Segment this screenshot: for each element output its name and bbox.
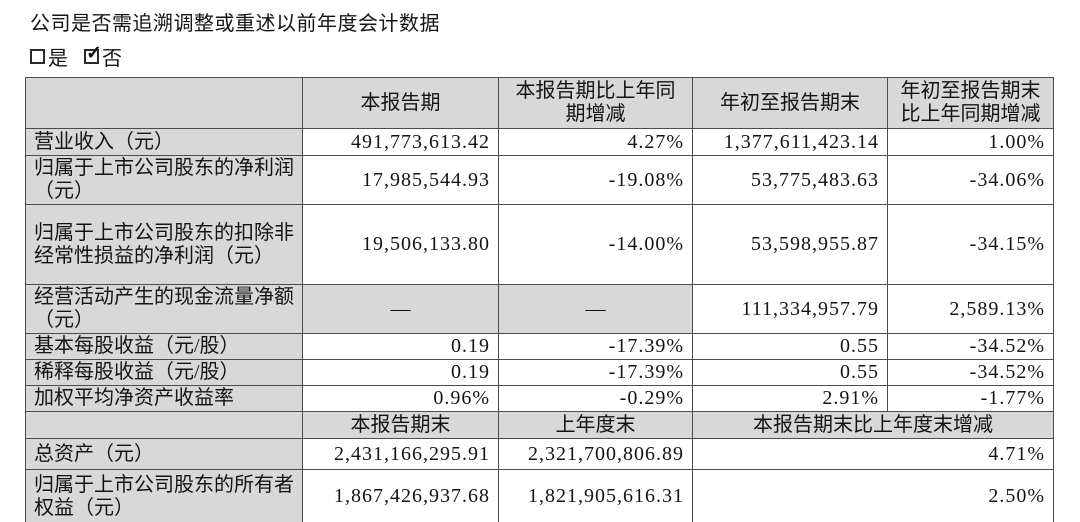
checkbox-unchecked-icon	[30, 49, 45, 64]
column-header-ytd: 年初至报告期末	[692, 77, 888, 129]
cell-value: -0.29%	[498, 385, 693, 412]
cell-value: 2.50%	[692, 469, 1054, 522]
cell-value: -34.06%	[887, 155, 1054, 205]
table-row-weighted-avg-roe: 加权平均净资产收益率 0.96% -0.29% 2.91% -1.77%	[25, 385, 1054, 412]
table-header-row-period-end: 本报告期末 上年度末 本报告期末比上年度末增减	[25, 411, 1054, 439]
checkbox-checked-icon: ✓	[84, 44, 102, 64]
cell-value: 0.19	[302, 359, 499, 386]
option-yes: 是	[30, 42, 68, 71]
row-label: 归属于上市公司股东的扣除非经常性损益的净利润（元）	[25, 204, 303, 285]
option-no-label: 否	[102, 48, 122, 70]
table-row-revenue: 营业收入（元） 491,773,613.42 4.27% 1,377,611,4…	[25, 128, 1054, 156]
table-row-total-assets: 总资产（元） 2,431,166,295.91 2,321,700,806.89…	[25, 438, 1054, 470]
cell-value: 1.00%	[887, 128, 1054, 156]
cell-value: -34.52%	[887, 333, 1054, 360]
column-header-prior-year-end: 上年度末	[498, 411, 693, 439]
column-header-period-change: 本报告期比上年同期增减	[498, 77, 693, 129]
cell-value: -1.77%	[887, 385, 1054, 412]
cell-value: 491,773,613.42	[302, 128, 499, 156]
check-mark-icon: ✓	[86, 43, 102, 64]
cell-value: 2,589.13%	[887, 284, 1054, 334]
cell-value: 2,431,166,295.91	[302, 438, 499, 470]
table-row-owners-equity: 归属于上市公司股东的所有者权益（元） 1,867,426,937.68 1,82…	[25, 469, 1054, 522]
cell-value: 1,867,426,937.68	[302, 469, 499, 522]
column-header-period-end-change: 本报告期末比上年度末增减	[692, 411, 1054, 439]
key-financials-table: 本报告期 本报告期比上年同期增减 年初至报告期末 年初至报告期末比上年同期增减 …	[25, 77, 1054, 522]
option-yes-label: 是	[48, 48, 68, 70]
cell-value: -17.39%	[498, 359, 693, 386]
cell-value: 4.71%	[692, 438, 1054, 470]
cell-value: 53,775,483.63	[692, 155, 888, 205]
option-no: ✓ 否	[84, 42, 122, 71]
column-header-current-period: 本报告期	[302, 77, 499, 129]
row-label: 稀释每股收益（元/股）	[25, 359, 303, 386]
cell-value: 2.91%	[692, 385, 888, 412]
cell-value: 0.19	[302, 333, 499, 360]
header-empty-cell	[25, 411, 303, 439]
question-text: 公司是否需追溯调整或重述以前年度会计数据	[30, 13, 440, 35]
cell-value: —	[302, 284, 499, 334]
cell-value: 111,334,957.79	[692, 284, 888, 334]
row-label: 总资产（元）	[25, 438, 303, 470]
row-label: 加权平均净资产收益率	[25, 385, 303, 412]
cell-value: 0.96%	[302, 385, 499, 412]
table-row-diluted-eps: 稀释每股收益（元/股） 0.19 -17.39% 0.55 -34.52%	[25, 359, 1054, 386]
table-row-net-profit-excl-nonrecurring: 归属于上市公司股东的扣除非经常性损益的净利润（元） 19,506,133.80 …	[25, 204, 1054, 285]
row-label: 归属于上市公司股东的所有者权益（元）	[25, 469, 303, 522]
retrospective-adjustment-options: 是 ✓ 否	[30, 42, 122, 71]
cell-value: -14.00%	[498, 204, 693, 285]
cell-value: 4.27%	[498, 128, 693, 156]
row-label: 基本每股收益（元/股）	[25, 333, 303, 360]
row-label: 经营活动产生的现金流量净额（元）	[25, 284, 303, 334]
cell-value: 1,821,905,616.31	[498, 469, 693, 522]
cell-value: 0.55	[692, 359, 888, 386]
table-row-net-profit: 归属于上市公司股东的净利润（元） 17,985,544.93 -19.08% 5…	[25, 155, 1054, 205]
cell-value: —	[498, 284, 693, 334]
table-row-basic-eps: 基本每股收益（元/股） 0.19 -17.39% 0.55 -34.52%	[25, 333, 1054, 360]
cell-value: -34.52%	[887, 359, 1054, 386]
cell-value: -17.39%	[498, 333, 693, 360]
table-row-operating-cash-flow: 经营活动产生的现金流量净额（元） — — 111,334,957.79 2,58…	[25, 284, 1054, 334]
row-label: 归属于上市公司股东的净利润（元）	[25, 155, 303, 205]
table-header-row-period: 本报告期 本报告期比上年同期增减 年初至报告期末 年初至报告期末比上年同期增减	[25, 77, 1054, 129]
cell-value: -34.15%	[887, 204, 1054, 285]
cell-value: 1,377,611,423.14	[692, 128, 888, 156]
row-label: 营业收入（元）	[25, 128, 303, 156]
header-empty-cell	[25, 77, 303, 129]
column-header-ytd-change: 年初至报告期末比上年同期增减	[887, 77, 1054, 129]
cell-value: -19.08%	[498, 155, 693, 205]
cell-value: 2,321,700,806.89	[498, 438, 693, 470]
cell-value: 0.55	[692, 333, 888, 360]
cell-value: 17,985,544.93	[302, 155, 499, 205]
column-header-period-end: 本报告期末	[302, 411, 499, 439]
cell-value: 53,598,955.87	[692, 204, 888, 285]
cell-value: 19,506,133.80	[302, 204, 499, 285]
